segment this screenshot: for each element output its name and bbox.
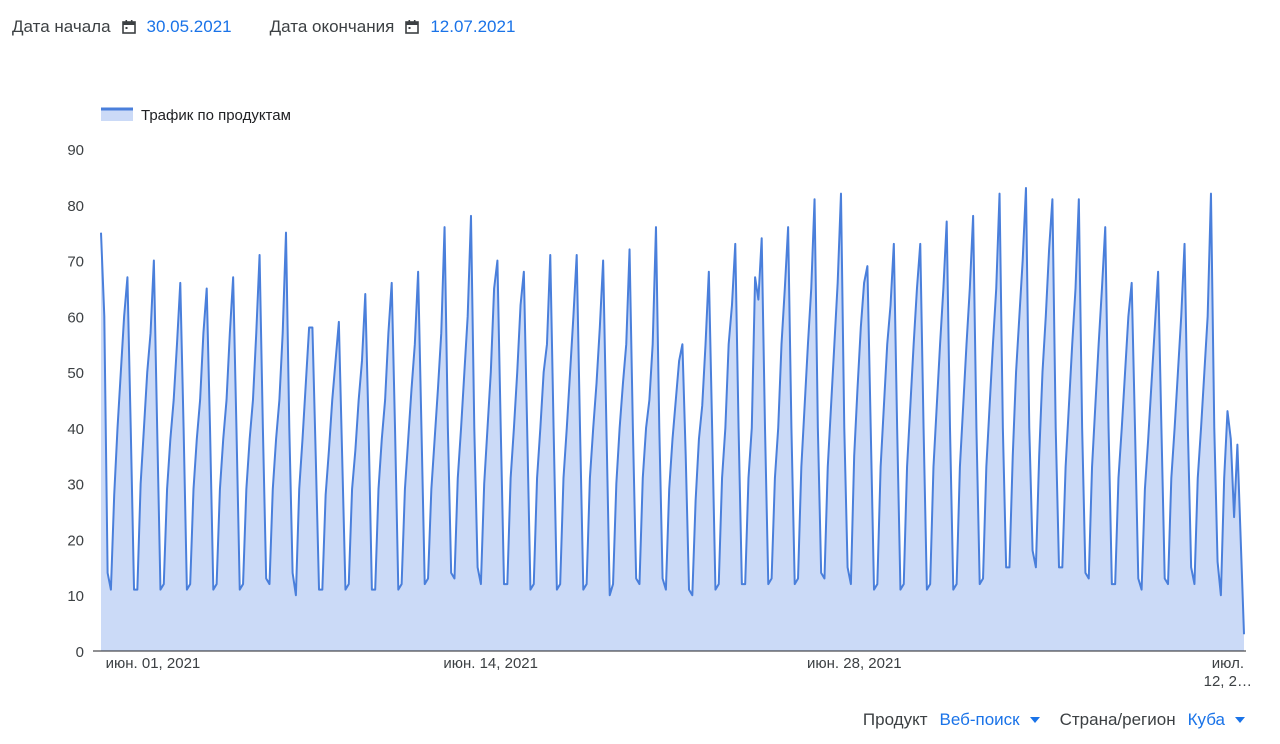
y-tick-label: 90 — [67, 142, 84, 159]
y-tick-label: 60 — [67, 309, 84, 326]
y-tick-label: 50 — [67, 365, 84, 382]
x-tick-label: июн. 14, 2021 — [443, 655, 538, 672]
y-tick-label: 40 — [67, 421, 84, 438]
x-tick-label: июн. 28, 2021 — [807, 655, 902, 672]
traffic-chart-svg: Трафик по продуктам 0102030405060708090 … — [67, 107, 1252, 690]
series-area — [101, 188, 1244, 651]
y-axis: 0 10 20 30 40 50 60 70 80 90 — [67, 142, 84, 661]
calendar-icon[interactable] — [404, 19, 420, 35]
y-tick-label: 10 — [67, 588, 84, 605]
start-date-group: Дата начала 30.05.2021 — [12, 17, 232, 37]
x-tick-label: июл. 12, 2… — [1204, 655, 1252, 690]
y-tick-label: 0 — [76, 644, 84, 661]
start-date-value[interactable]: 30.05.2021 — [146, 17, 232, 36]
traffic-chart: Трафик по продуктам 0 10 20 30 40 50 60 70 80 90 … — [0, 95, 1280, 695]
legend-swatch-fill — [101, 108, 133, 121]
y-tick-label: 30 — [67, 477, 84, 494]
region-filter-value: Куба — [1187, 710, 1225, 729]
series-line — [100, 187, 1245, 635]
y-tick-label: 70 — [67, 254, 84, 271]
start-date-label: Дата начала — [12, 17, 111, 36]
region-filter-label: Страна/регион — [1059, 710, 1176, 729]
x-axis: июн. 01, 2021 июн. 14, 2021 июн. 28, 2021 и… — [106, 655, 1252, 690]
caret-down-icon — [1235, 717, 1245, 723]
product-filter-label: Продукт — [862, 710, 928, 729]
x-tick-label: июн. 01, 2021 — [106, 655, 201, 672]
chart-legend: Трафик по продуктам — [101, 107, 291, 124]
end-date-value[interactable]: 12.07.2021 — [430, 17, 516, 36]
date-range-bar: Дата начала 30.05.2021 Дата окончания 12… — [12, 15, 553, 39]
calendar-icon[interactable] — [121, 19, 137, 35]
caret-down-icon — [1029, 717, 1040, 723]
legend-label: Трафик по продуктам — [141, 107, 291, 124]
y-tick-label: 80 — [67, 198, 84, 215]
end-date-group: Дата окончания 12.07.2021 — [270, 17, 516, 37]
product-filter-value: Веб-поиск — [939, 710, 1020, 729]
filter-bar: Продукт Веб-поиск Страна/регион Куба — [863, 708, 1245, 732]
product-filter-dropdown[interactable]: Веб-поиск — [939, 710, 1040, 730]
y-tick-label: 20 — [67, 532, 84, 549]
region-filter-dropdown[interactable]: Куба — [1188, 710, 1245, 730]
end-date-label: Дата окончания — [269, 17, 395, 36]
